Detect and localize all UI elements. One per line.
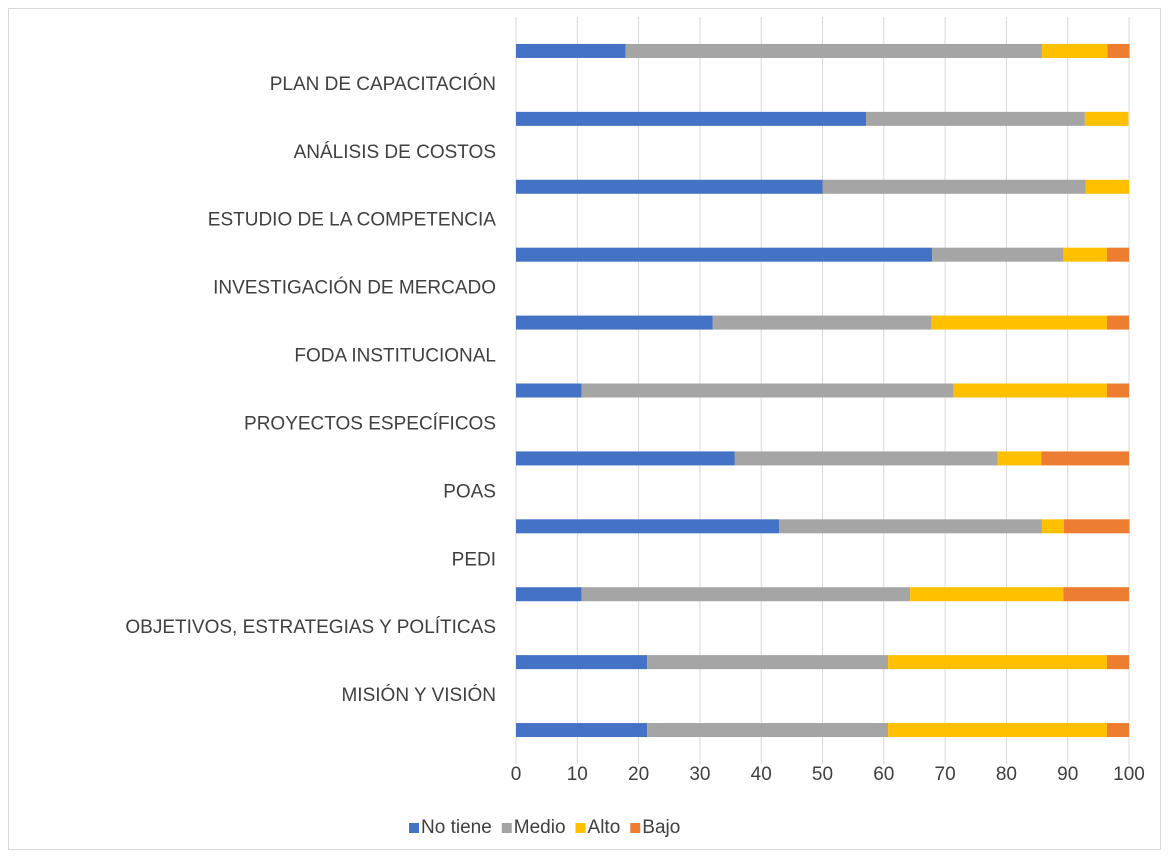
legend-label: Medio (514, 817, 566, 838)
bar-segment (953, 383, 1107, 398)
bar-segment (1106, 723, 1129, 738)
x-tick-label: 20 (628, 764, 649, 785)
x-tick-label: 80 (996, 764, 1017, 785)
bar-segment (516, 519, 779, 534)
bar-segment (1107, 43, 1130, 58)
y-tick-label: ANÁLISIS DE COSTOS (294, 142, 496, 163)
bar-segment (516, 383, 582, 398)
y-tick-label: PROYECTOS ESPECÍFICOS (244, 413, 496, 434)
bar-segment (1041, 451, 1129, 466)
bar-segment (866, 111, 1085, 126)
bar-segment (712, 315, 932, 330)
x-tick-label: 60 (873, 764, 894, 785)
bar-segment (1106, 247, 1129, 262)
bar-segment (1063, 587, 1129, 602)
legend-swatch (501, 823, 512, 833)
legend-label: Alto (588, 817, 621, 838)
bar-segment (1041, 43, 1108, 58)
x-tick-label: 10 (567, 764, 588, 785)
x-tick-label: 40 (751, 764, 772, 785)
bar-segment (516, 587, 582, 602)
bar-segment (1064, 519, 1130, 534)
legend-swatch (575, 823, 586, 833)
y-tick-label: MISIÓN Y VISIÓN (341, 684, 496, 706)
legend-swatch (630, 823, 641, 833)
bar-segment (581, 587, 911, 602)
bar-segment (625, 43, 1042, 58)
bar-segment (516, 179, 823, 194)
bar-segment (1106, 383, 1129, 398)
bar-segment (516, 655, 648, 670)
bar-segment (888, 655, 1107, 670)
bar-segment (516, 247, 933, 262)
bar-segment (516, 111, 867, 126)
bar-segment (931, 315, 1107, 330)
bar-segment (647, 655, 889, 670)
y-tick-label: PLAN DE CAPACITACIÓN (270, 73, 496, 95)
bar-segment (516, 43, 626, 58)
bar-segment (888, 723, 1107, 738)
bar-segment (1041, 519, 1065, 534)
bar-segment (516, 723, 648, 738)
legend-label: Bajo (642, 817, 680, 838)
bar-segment (581, 383, 954, 398)
x-tick-label: 30 (689, 764, 710, 785)
x-tick-label: 50 (812, 764, 833, 785)
x-tick-label: 90 (1057, 764, 1078, 785)
y-tick-label: ESTUDIO DE LA COMPETENCIA (208, 210, 497, 231)
bar-segment (1063, 247, 1107, 262)
bar-segment (1084, 111, 1129, 126)
legend-swatch (409, 823, 419, 833)
bar-segment (910, 587, 1064, 602)
x-tick-label: 100 (1113, 764, 1145, 785)
y-tick-label: PEDI (452, 549, 496, 570)
x-tick-label: 70 (935, 764, 956, 785)
x-tick-label: 0 (511, 764, 522, 785)
bar-segment (822, 179, 1086, 194)
bar-segment (1106, 315, 1129, 330)
bar-segment (997, 451, 1042, 466)
bar-segment (516, 315, 713, 330)
chart-frame (8, 8, 1161, 850)
y-tick-label: INVESTIGACIÓN DE MERCADO (213, 277, 496, 299)
legend-label: No tiene (421, 817, 492, 838)
y-tick-label: FODA INSTITUCIONAL (294, 346, 496, 367)
bar-segment (1085, 179, 1129, 194)
bar-segment (932, 247, 1064, 262)
bar-segment (516, 451, 735, 466)
bar-segment (778, 519, 1042, 534)
y-tick-label: OBJETIVOS, ESTRATEGIAS Y POLÍTICAS (125, 617, 496, 638)
bar-segment (647, 723, 889, 738)
bar-segment (734, 451, 998, 466)
y-tick-label: POAS (443, 481, 496, 502)
bar-segment (1106, 655, 1129, 670)
